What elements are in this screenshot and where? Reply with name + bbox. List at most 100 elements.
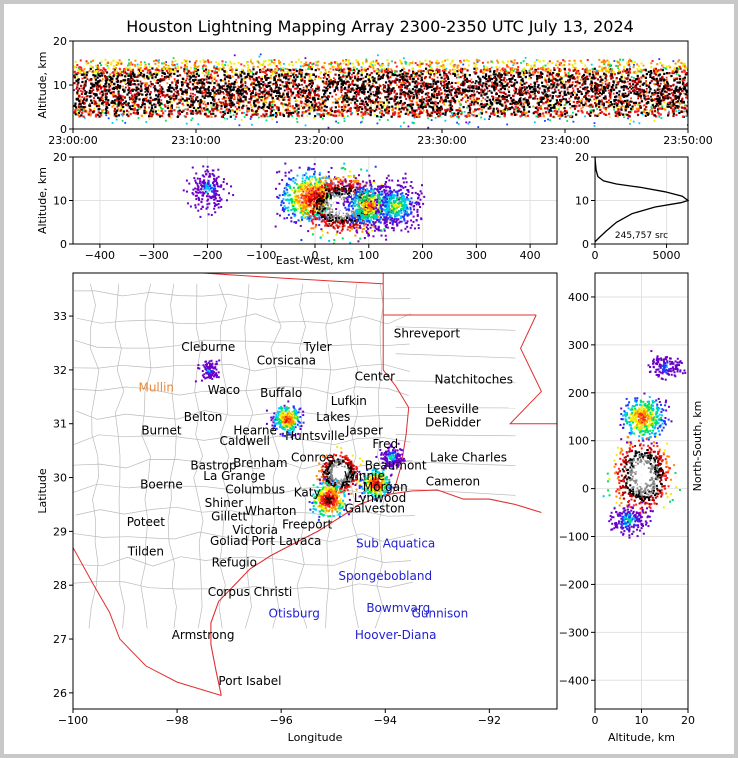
ta-source-point: [535, 115, 538, 118]
ta-source-point: [134, 65, 137, 68]
ta-source-point: [650, 107, 653, 110]
ta-source-point: [515, 81, 519, 84]
ta-source-point: [503, 87, 507, 91]
ta-source-point: [672, 99, 675, 101]
ta-source-point: [489, 90, 492, 93]
ta-source-point: [289, 105, 292, 108]
ta-source-point: [299, 101, 302, 104]
ta-source-point: [446, 108, 449, 111]
ta-source-point: [523, 101, 526, 104]
ta-source-point: [541, 84, 544, 88]
ta-source-point: [277, 73, 281, 76]
ta-source-point: [551, 97, 554, 100]
ta-source-point: [140, 88, 143, 90]
ta-source-point: [658, 88, 661, 91]
ta-source-point: [216, 65, 218, 68]
ta-source-point: [242, 79, 245, 82]
ta-source-point: [547, 108, 549, 111]
ta-source-point: [557, 114, 560, 117]
ta-source-point: [624, 77, 627, 80]
ta-source-point: [81, 87, 84, 90]
ta-source-point: [592, 90, 594, 93]
ta-source-point: [441, 112, 445, 115]
ta-source-point: [499, 69, 502, 72]
ta-source-point: [268, 115, 271, 118]
ta-source-point: [601, 100, 603, 103]
ta-source-point: [534, 69, 538, 72]
ta-source-point: [276, 95, 279, 98]
ta-source-point: [265, 97, 268, 100]
ta-source-point: [369, 95, 372, 97]
ta-source-point: [499, 99, 502, 101]
ta-source-point: [329, 111, 331, 113]
ta-source-point: [643, 76, 646, 79]
ta-source-point: [675, 97, 678, 100]
ta-source-point: [655, 100, 658, 103]
ta-source-point: [471, 113, 473, 116]
ta-source-point: [400, 84, 403, 87]
ta-source-point: [643, 104, 646, 107]
ta-source-point: [675, 73, 678, 75]
ta-source-point: [158, 89, 161, 92]
ta-source-point: [160, 89, 163, 92]
ta-source-point: [338, 98, 341, 101]
ta-source-point: [226, 117, 229, 120]
ta-source-point: [572, 120, 575, 123]
ta-source-point: [260, 106, 263, 109]
ta-source-point: [572, 89, 575, 92]
ta-source-point: [120, 105, 123, 108]
ta-source-point: [425, 82, 428, 85]
ta-source-point: [436, 94, 439, 97]
ta-source-point: [391, 89, 394, 92]
ta-source-point: [682, 81, 685, 84]
ta-source-point: [409, 104, 412, 108]
ta-source-point: [606, 82, 609, 85]
ta-source-point: [577, 100, 581, 103]
ta-source-point: [252, 111, 255, 114]
ta-source-point: [633, 76, 635, 79]
ta-source-point: [444, 108, 447, 112]
ta-source-point: [324, 90, 327, 93]
ta-source-point: [471, 99, 473, 102]
ta-source-point: [241, 83, 244, 86]
ta-source-point: [440, 82, 442, 85]
ta-source-point: [401, 89, 403, 91]
ta-source-point: [499, 102, 502, 106]
ta-source-point: [459, 109, 462, 112]
ta-source-point: [452, 114, 455, 118]
ta-source-point: [549, 79, 553, 82]
ta-source-point: [599, 111, 602, 115]
ta-source-point: [285, 109, 288, 112]
ta-source-point: [248, 101, 251, 104]
ta-source-point: [231, 108, 234, 112]
ta-source-point: [457, 117, 460, 119]
ta-source-point: [328, 77, 331, 80]
ta-source-point: [269, 114, 272, 117]
ta-source-point: [305, 72, 308, 75]
ta-source-point: [308, 77, 311, 80]
ta-source-point: [376, 86, 379, 89]
ta-source-point: [553, 106, 556, 109]
ta-source-point: [286, 71, 289, 74]
ta-source-point: [332, 101, 334, 104]
ta-source-point: [443, 83, 447, 86]
ta-source-point: [415, 115, 419, 118]
ta-source-point: [238, 109, 241, 112]
ta-source-point: [449, 82, 451, 85]
ta-source-point: [85, 98, 88, 101]
ta-source-point: [258, 55, 261, 58]
ta-source-point: [396, 84, 398, 86]
ta-source-point: [565, 101, 568, 104]
ta-source-point: [427, 126, 430, 129]
ta-source-point: [426, 85, 429, 88]
ta-source-point: [539, 112, 542, 116]
ta-source-point: [207, 77, 210, 80]
ta-source-point: [528, 69, 531, 72]
ta-source-point: [93, 97, 95, 99]
ta-source-point: [104, 83, 107, 86]
ta-source-point: [601, 82, 604, 84]
ta-source-point: [533, 111, 536, 114]
ta-source-point: [318, 108, 321, 111]
ta-source-point: [286, 106, 289, 109]
ta-source-point: [594, 101, 597, 105]
